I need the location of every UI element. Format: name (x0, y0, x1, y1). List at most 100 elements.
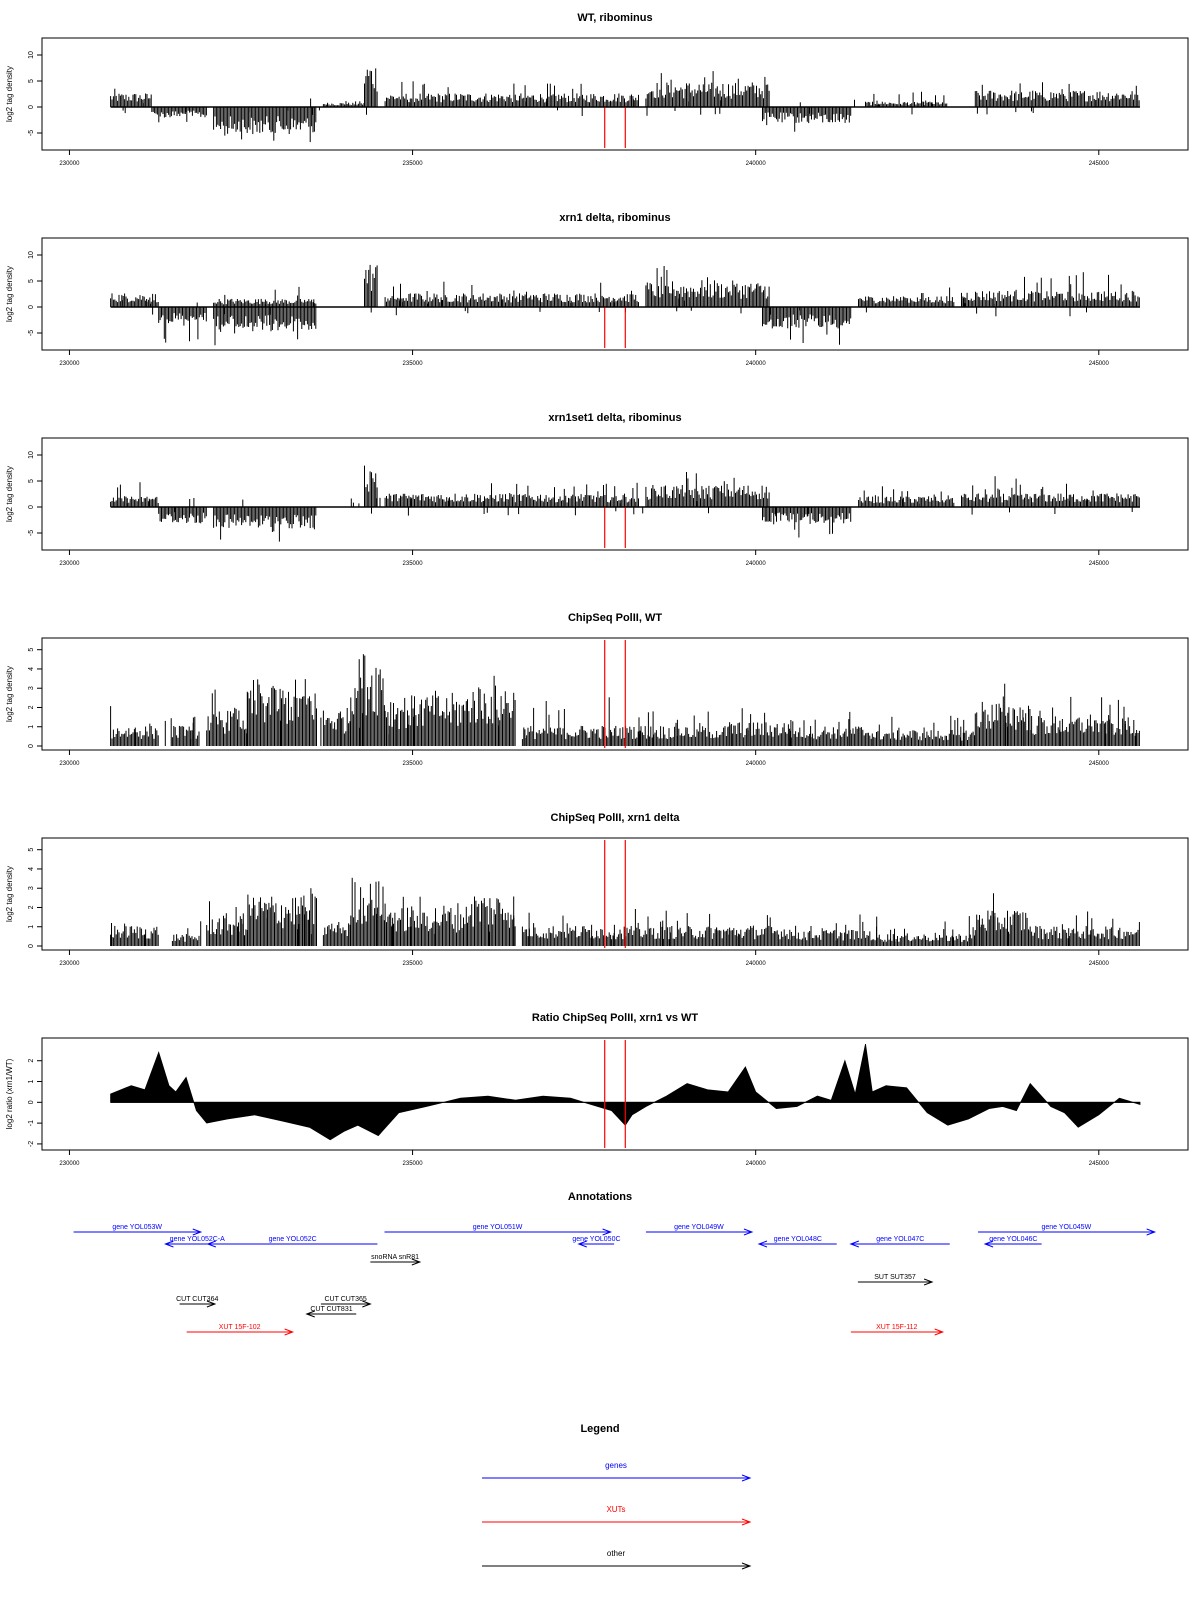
x-tick-label: 235000 (403, 561, 424, 567)
legend-arrowhead-icon (741, 1474, 752, 1482)
feature-arrowhead-icon (743, 1228, 754, 1236)
y-axis-label: log2 tag density (5, 866, 14, 922)
y-tick-label: 0 (28, 505, 35, 509)
feature-label: gene YOL045W (1042, 1224, 1092, 1231)
panel-0: WT, ribominus log2 tag density -5 0 5 10 23000… (5, 12, 1189, 167)
x-tick-label: 230000 (59, 161, 80, 167)
x-tick-label: 235000 (403, 161, 424, 167)
feature-label: XUT 15F-102 (219, 1324, 261, 1331)
x-tick-label: 235000 (403, 961, 424, 967)
feature-arrowhead-icon (362, 1300, 372, 1308)
y-tick-label: 1 (28, 1079, 35, 1083)
panel-title: ChipSeq PolII, WT (568, 612, 662, 624)
y-tick-label: 0 (28, 1100, 35, 1104)
feature-arrowhead-icon (206, 1300, 217, 1308)
x-tick-label: 245000 (1089, 761, 1110, 767)
x-tick-label: 245000 (1089, 161, 1110, 167)
y-tick-label: -5 (28, 130, 35, 136)
y-tick-label: 10 (28, 251, 35, 259)
panel-title: Ratio ChipSeq PolII, xrn1 vs WT (532, 1012, 699, 1024)
y-tick-label: -5 (28, 530, 35, 536)
feature-label: CUT CUT831 (310, 1306, 352, 1313)
panel-5: Ratio ChipSeq PolII, xrn1 vs WT log2 rati… (5, 1012, 1189, 1167)
x-tick-label: 245000 (1089, 1161, 1110, 1167)
y-tick-label: 5 (28, 479, 35, 483)
feature-label: CUT CUT365 (324, 1296, 366, 1303)
panel-3: ChipSeq PolII, WT log2 tag density 0 1 2 3 4 5 2… (5, 612, 1189, 767)
legend-panel: Legend genes XUTs other (482, 1423, 752, 1570)
x-tick-label: 240000 (746, 1161, 767, 1167)
feature-arrowhead-icon (1146, 1228, 1157, 1236)
signal-bars (110, 465, 1140, 542)
feature-label: gene YOL046C (989, 1236, 1037, 1243)
plot-frame (41, 237, 1189, 351)
y-tick-label: 4 (28, 667, 35, 671)
feature-arrowhead-icon (164, 1240, 174, 1248)
y-tick-label: 2 (28, 905, 35, 909)
panel-title: xrn1 delta, ribominus (559, 212, 670, 224)
x-tick-label: 245000 (1089, 961, 1110, 967)
y-tick-label: 5 (28, 648, 35, 652)
plot-frame (41, 1037, 1189, 1151)
x-tick-label: 235000 (403, 1161, 424, 1167)
y-axis-label: log2 tag density (5, 66, 14, 122)
feature-arrowhead-icon (849, 1240, 860, 1248)
plot-frame (41, 837, 1189, 951)
y-tick-label: 0 (28, 944, 35, 948)
y-tick-label: -2 (28, 1141, 35, 1147)
legend-title: Legend (580, 1423, 619, 1435)
y-tick-label: 2 (28, 705, 35, 709)
feature-arrowhead-icon (983, 1240, 994, 1248)
legend-label: other (607, 1549, 626, 1558)
feature-arrowhead-icon (206, 1240, 217, 1248)
feature-label: CUT CUT364 (176, 1296, 218, 1303)
annotations-panel: Annotations gene YOL053W gene YOL052C-A gen… (73, 1191, 1157, 1336)
y-tick-label: 1 (28, 925, 35, 929)
feature-arrowhead-icon (305, 1310, 315, 1318)
legend-label: XUTs (606, 1505, 625, 1514)
feature-arrowhead-icon (411, 1258, 422, 1266)
x-tick-label: 235000 (403, 761, 424, 767)
signal-bars (110, 654, 1140, 746)
signal-bars (110, 877, 1140, 946)
x-tick-label: 230000 (59, 561, 80, 567)
feature-arrowhead-icon (577, 1240, 587, 1248)
panel-2: xrn1set1 delta, ribominus log2 tag densit… (5, 412, 1189, 567)
feature-label: gene YOL052C (269, 1236, 317, 1243)
plot-frame (41, 37, 1189, 151)
feature-arrowhead-icon (934, 1328, 945, 1336)
y-tick-label: 5 (28, 848, 35, 852)
annotations-title: Annotations (568, 1191, 632, 1203)
y-axis-label: log2 tag density (5, 466, 14, 522)
feature-label: snoRNA snR81 (371, 1254, 419, 1261)
feature-label: gene YOL052C-A (170, 1236, 225, 1243)
x-tick-label: 240000 (746, 161, 767, 167)
x-tick-label: 230000 (59, 361, 80, 367)
y-axis-label: log2 tag density (5, 666, 14, 722)
feature-label: gene YOL047C (876, 1236, 924, 1243)
feature-label: XUT 15F-112 (876, 1324, 917, 1331)
y-tick-label: 1 (28, 725, 35, 729)
x-tick-label: 230000 (59, 1161, 80, 1167)
feature-label: gene YOL049W (674, 1224, 724, 1231)
signal-bars (110, 264, 1140, 346)
x-tick-label: 230000 (59, 961, 80, 967)
y-axis-label: log2 ratio (xrn1/WT) (5, 1058, 14, 1129)
x-tick-label: 245000 (1089, 361, 1110, 367)
x-tick-label: 235000 (403, 361, 424, 367)
plot-frame (41, 637, 1189, 751)
y-tick-label: 3 (28, 886, 35, 890)
y-tick-label: 5 (28, 79, 35, 83)
y-tick-label: -5 (28, 330, 35, 336)
feature-label: gene YOL053W (112, 1224, 162, 1231)
legend-arrowhead-icon (741, 1518, 752, 1526)
y-tick-label: 10 (28, 451, 35, 459)
x-tick-label: 230000 (59, 761, 80, 767)
y-tick-label: -1 (28, 1120, 35, 1126)
x-tick-label: 240000 (746, 761, 767, 767)
ratio-area (110, 1044, 1141, 1141)
y-tick-label: 10 (28, 51, 35, 59)
feature-arrowhead-icon (923, 1278, 934, 1286)
signal-bars (110, 68, 1140, 143)
